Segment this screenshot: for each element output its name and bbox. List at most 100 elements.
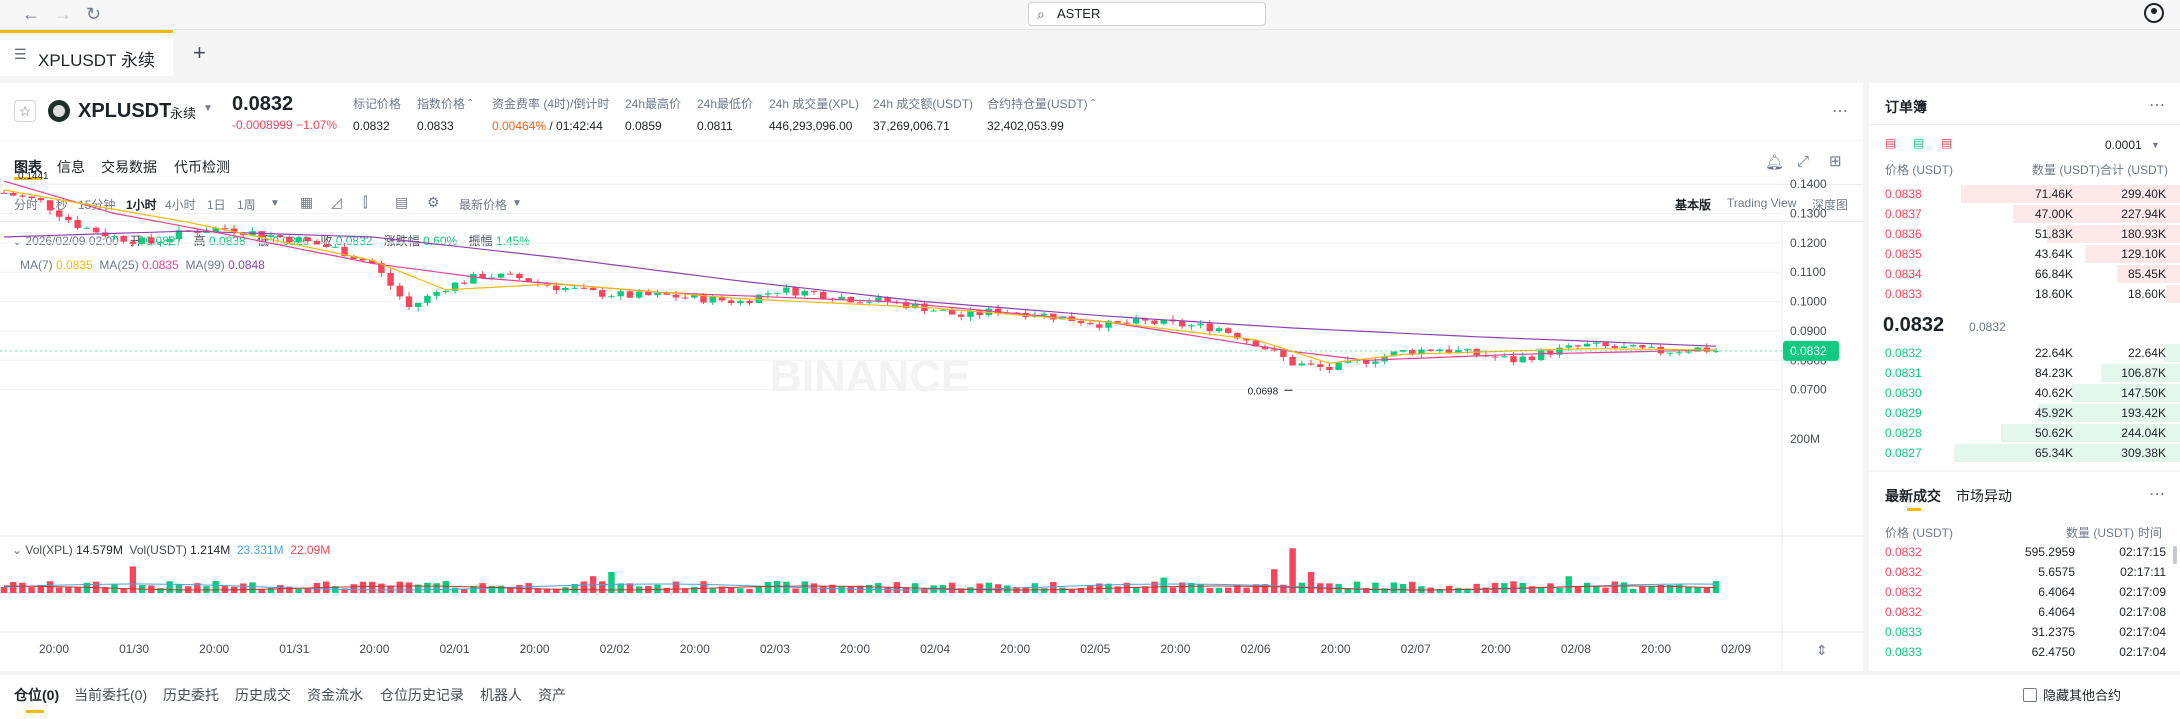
- candle-body: [276, 235, 284, 238]
- interval-4h[interactable]: 4小时: [165, 198, 196, 212]
- interval-1h[interactable]: 1小时: [126, 198, 157, 212]
- orderbook-row[interactable]: 0.0833 18.60K 18.60K: [1869, 284, 2180, 304]
- tab-assets[interactable]: 资产: [538, 687, 566, 703]
- chevron-down-icon[interactable]: ⌄: [12, 543, 23, 557]
- trade-row: 0.0832 6.4064 02:17:08: [1869, 602, 2180, 622]
- tab-trade-history[interactable]: 历史成交: [235, 687, 291, 703]
- tab-position-history[interactable]: 仓位历史记录: [380, 687, 464, 703]
- calendar-icon[interactable]: ▦: [300, 194, 314, 210]
- volume-bar: [571, 583, 578, 593]
- chart-settings-icon[interactable]: ▤: [395, 194, 409, 210]
- back-icon[interactable]: ←: [22, 4, 40, 24]
- orderbook-row[interactable]: 0.0838 71.46K 299.40K: [1869, 184, 2180, 204]
- precision-select[interactable]: 0.0001: [2105, 138, 2142, 152]
- interval-1s[interactable]: 1秒: [49, 198, 68, 212]
- tab-positions[interactable]: 仓位(0): [14, 687, 60, 703]
- orderbook-row[interactable]: 0.0830 40.62K 147.50K: [1869, 383, 2180, 403]
- forward-icon[interactable]: →: [54, 4, 72, 24]
- tab-trading-data[interactable]: 交易数据: [101, 159, 157, 175]
- trade-row: 0.0833 62.4750 02:17:04: [1869, 642, 2180, 662]
- tab-info[interactable]: 信息: [57, 159, 85, 175]
- orderbook-row[interactable]: 0.0832 22.64K 22.64K: [1869, 343, 2180, 363]
- tab-xplusdt[interactable]: ☰ XPLUSDT 永续: [0, 30, 173, 76]
- volume-bar: [249, 582, 256, 593]
- row-qty: 50.62K: [2034, 426, 2073, 440]
- candle-type-icon[interactable]: ⫿: [363, 194, 368, 210]
- candle-body: [1105, 321, 1112, 328]
- orderbook-row[interactable]: 0.0827 65.34K 309.38K: [1869, 443, 2180, 463]
- price-tick-label: 0.0700: [1790, 383, 1827, 397]
- volume-bar: [267, 587, 275, 593]
- interval-1w[interactable]: 1周: [237, 198, 256, 212]
- stat-index-price[interactable]: 指数价格 ˆ 0.0833: [417, 95, 472, 133]
- volume-bar: [1648, 586, 1655, 593]
- price-chart[interactable]: 0.1400 0.1300 0.1200 0.1100 0.1000 0.0900 0.08…: [0, 141, 1863, 671]
- stat-value: 0.0859: [625, 119, 662, 133]
- orderbook-row[interactable]: 0.0835 43.64K 129.10K: [1869, 244, 2180, 264]
- chevron-down-icon[interactable]: ⌄: [12, 234, 23, 248]
- more-icon[interactable]: ⋯: [2149, 97, 2166, 114]
- view-depth[interactable]: 深度图: [1812, 198, 1849, 212]
- view-basic[interactable]: 基本版: [1675, 198, 1712, 212]
- settings-icon[interactable]: ⚙: [427, 194, 440, 210]
- interval-line[interactable]: 分时: [14, 198, 39, 212]
- orderbook-both-icon[interactable]: ▤: [1885, 136, 1897, 150]
- expand-icon[interactable]: ⤢: [1797, 153, 1810, 170]
- view-tradingview[interactable]: Trading View: [1727, 196, 1797, 210]
- chevron-down-icon[interactable]: ▼: [203, 103, 213, 114]
- chevron-down-icon[interactable]: ▼: [512, 198, 522, 209]
- bell-icon[interactable]: 🔔︎: [1765, 154, 1785, 171]
- interval-15m[interactable]: 15分钟: [78, 198, 116, 212]
- chevron-down-icon[interactable]: ▼: [2151, 140, 2160, 150]
- candle-body: [148, 237, 155, 244]
- reset-scale-icon[interactable]: ⇕: [1816, 643, 1828, 659]
- layout-grid-icon[interactable]: ⊞: [1829, 153, 1842, 170]
- reload-icon[interactable]: ↻: [86, 4, 102, 24]
- orderbook-row[interactable]: 0.0834 66.84K 85.45K: [1869, 264, 2180, 284]
- tab-market-moves[interactable]: 市场异动: [1956, 488, 2012, 504]
- tab-open-orders[interactable]: 当前委托(0): [74, 687, 148, 703]
- candle-body: [460, 282, 468, 284]
- tab-bots[interactable]: 机器人: [480, 687, 522, 703]
- tab-token-check[interactable]: 代币检测: [174, 159, 230, 175]
- more-icon[interactable]: ⋯: [2149, 486, 2166, 503]
- latest-price-select[interactable]: 最新价格: [459, 198, 508, 212]
- stat-open-interest[interactable]: 合约持仓量(USDT) ˆ 32,402,053.99: [987, 95, 1095, 133]
- orderbook-bids-icon[interactable]: ▤: [1913, 136, 1925, 150]
- col-total: 合计 (USDT): [2100, 163, 2168, 177]
- user-icon[interactable]: [2144, 3, 2164, 23]
- volume-bar: [37, 585, 45, 593]
- orderbook-row[interactable]: 0.0828 50.62K 244.04K: [1869, 423, 2180, 443]
- orderbook-row[interactable]: 0.0831 84.23K 106.87K: [1869, 363, 2180, 383]
- hide-other-checkbox[interactable]: [2023, 688, 2037, 702]
- volume-bar: [74, 587, 81, 593]
- address-bar[interactable]: ⌕ ASTER: [1028, 2, 1266, 26]
- candle-body: [1197, 323, 1204, 326]
- orderbook-row[interactable]: 0.0829 45.92K 193.42K: [1869, 403, 2180, 423]
- tab-latest-trades[interactable]: 最新成交: [1885, 488, 1941, 504]
- volume-bar: [1215, 587, 1223, 593]
- vol-usdt-label: Vol(USDT): [129, 543, 187, 557]
- high-price-label: 0.1441: [18, 171, 49, 182]
- indicator-icon[interactable]: ◿: [331, 194, 342, 210]
- tab-chart[interactable]: 图表: [14, 159, 42, 175]
- candle-body: [764, 293, 772, 295]
- orderbook-row[interactable]: 0.0836 51.83K 180.93K: [1869, 224, 2180, 244]
- chevron-down-icon[interactable]: ▼: [270, 198, 280, 209]
- volume-bar: [424, 582, 431, 593]
- tab-order-history[interactable]: 历史委托: [163, 687, 219, 703]
- add-tab-button[interactable]: +: [193, 40, 206, 65]
- orderbook-asks-icon[interactable]: ▤: [1941, 136, 1953, 150]
- candle-body: [1086, 323, 1094, 325]
- symbol-name[interactable]: XPLUSDT: [78, 100, 172, 122]
- stat-value: 0.0832: [353, 119, 390, 133]
- candle-body: [838, 296, 845, 300]
- favorite-star-icon[interactable]: ☆: [14, 100, 36, 122]
- volume-bar: [792, 588, 799, 593]
- orderbook-row[interactable]: 0.0837 47.00K 227.94K: [1869, 204, 2180, 224]
- candle-body: [1363, 359, 1370, 364]
- more-icon[interactable]: ⋯: [1832, 103, 1849, 120]
- scrollbar[interactable]: [2173, 546, 2177, 564]
- interval-1d[interactable]: 1日: [207, 198, 226, 212]
- tab-transaction-history[interactable]: 资金流水: [307, 687, 363, 703]
